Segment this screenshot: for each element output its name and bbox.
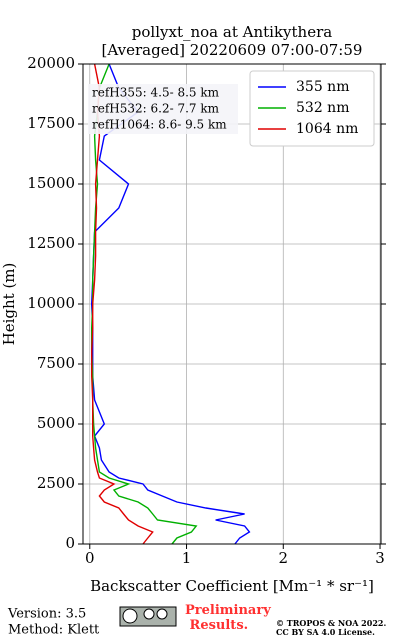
x-axis-label: Backscatter Coefficient [Mm⁻¹ * sr⁻¹] [90,577,374,595]
x-tick-label: 1 [182,549,192,567]
x-tick-label: 3 [375,549,385,567]
cc-badge [119,606,177,627]
status: Preliminary Results. [185,603,271,633]
y-tick-label: 7500 [37,354,75,372]
legend-label: 532 nm [296,100,349,116]
legend-label: 1064 nm [296,121,358,137]
x-tick-label: 2 [279,549,289,567]
copyright: © TROPOS & NOA 2022. [276,618,386,628]
profile-line [91,63,198,545]
annotation: refH355: 4.5- 8.5 km [92,86,220,100]
profile-line [91,63,154,545]
annotation: refH1064: 8.6- 9.5 km [92,118,227,132]
profile-line [90,63,251,545]
annotation: refH532: 6.2- 7.7 km [92,102,220,116]
y-tick-label: 2500 [37,474,75,492]
y-tick-label: 20000 [27,54,75,72]
method: Method: Klett [8,623,100,638]
y-tick-label: 10000 [27,294,75,312]
legend-frame [249,70,375,147]
legend-label: 355 nm [296,79,349,95]
y-tick-label: 15000 [27,174,75,192]
version: Version: 3.5 [7,607,86,622]
y-axis-label: Height (m) [0,263,18,346]
annotation-box: refH355: 4.5- 8.5 km refH532: 6.2- 7.7 km… [88,84,238,134]
annotation-bg [88,84,238,134]
y-tick-label: 17500 [27,114,75,132]
license: CC BY SA 4.0 License. [276,627,375,637]
chart-subtitle: [Averaged] 20220609 07:00-07:59 [102,41,363,59]
y-tick-label: 5000 [37,414,75,432]
x-tick-label: 0 [85,549,95,567]
legend: 355 nm 532 nm 1064 nm [249,70,375,147]
y-tick-label: 12500 [27,234,75,252]
y-tick-label: 0 [65,534,75,552]
chart-title: pollyxt_noa at Antikythera [132,23,332,41]
